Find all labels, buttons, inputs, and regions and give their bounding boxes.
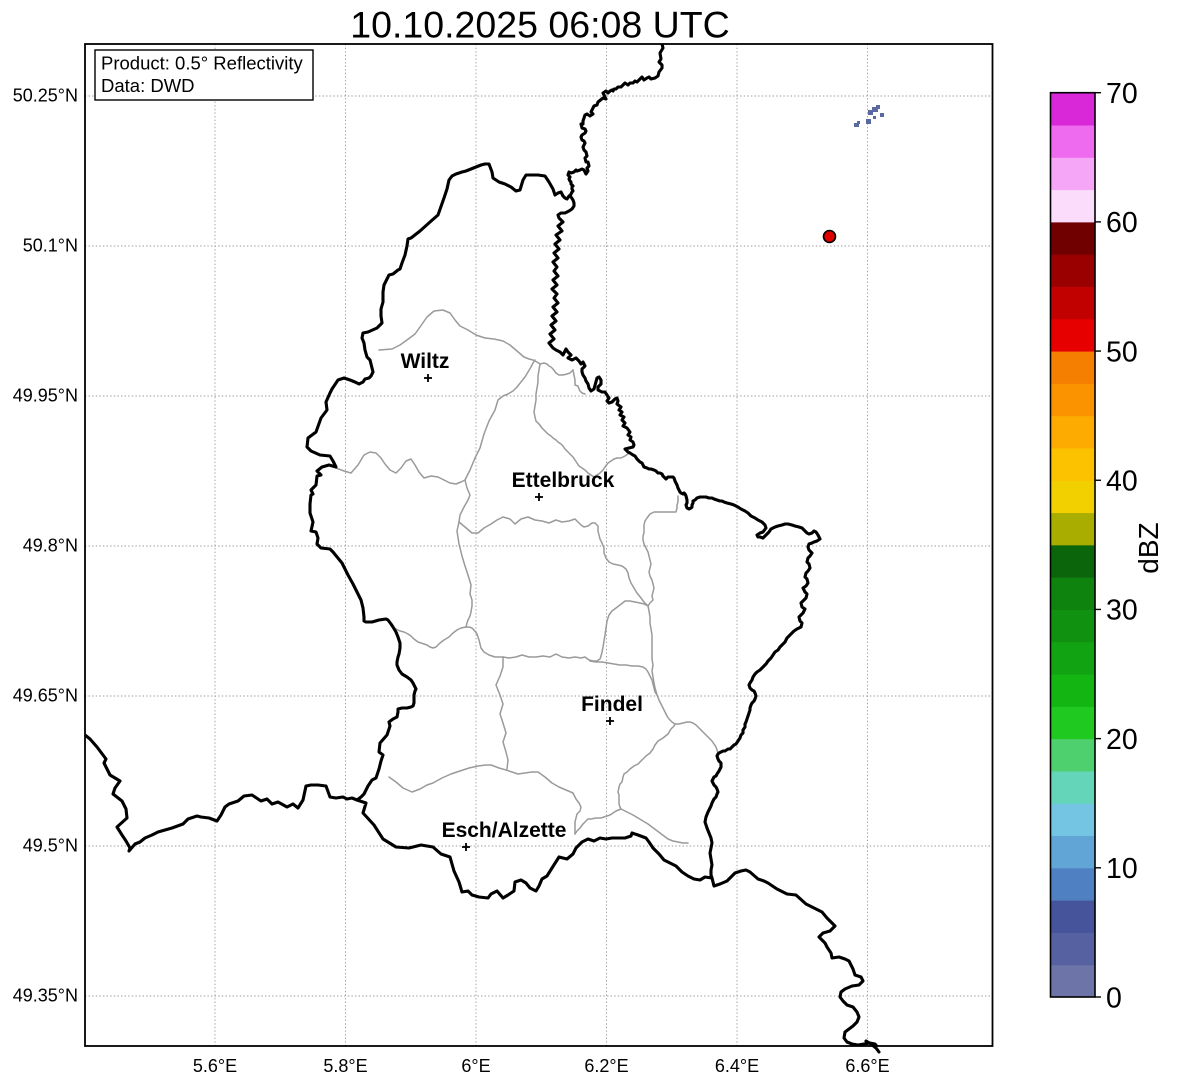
svg-text:5.8°E: 5.8°E bbox=[323, 1056, 367, 1076]
svg-text:6.6°E: 6.6°E bbox=[845, 1056, 889, 1076]
svg-text:Ettelbruck: Ettelbruck bbox=[512, 469, 615, 492]
svg-text:50: 50 bbox=[1106, 336, 1138, 368]
svg-text:40: 40 bbox=[1106, 466, 1138, 498]
svg-text:30: 30 bbox=[1106, 595, 1138, 627]
svg-text:Esch/Alzette: Esch/Alzette bbox=[442, 819, 567, 842]
svg-text:49.5°N: 49.5°N bbox=[23, 836, 78, 856]
svg-text:50.1°N: 50.1°N bbox=[23, 236, 78, 256]
svg-text:0: 0 bbox=[1106, 982, 1122, 1014]
svg-text:5.6°E: 5.6°E bbox=[193, 1056, 237, 1076]
svg-text:Wiltz: Wiltz bbox=[401, 350, 450, 373]
svg-text:49.8°N: 49.8°N bbox=[23, 536, 78, 556]
svg-text:70: 70 bbox=[1106, 78, 1138, 110]
svg-text:6°E: 6°E bbox=[461, 1056, 490, 1076]
svg-text:10: 10 bbox=[1106, 853, 1138, 885]
svg-text:Product: 0.5° Reflectivity: Product: 0.5° Reflectivity bbox=[101, 53, 303, 74]
svg-text:6.4°E: 6.4°E bbox=[715, 1056, 759, 1076]
svg-text:10.10.2025 06:08 UTC: 10.10.2025 06:08 UTC bbox=[350, 4, 729, 46]
svg-text:Findel: Findel bbox=[581, 693, 643, 716]
svg-text:6.2°E: 6.2°E bbox=[584, 1056, 628, 1076]
svg-text:Data: DWD: Data: DWD bbox=[101, 75, 195, 96]
svg-text:49.35°N: 49.35°N bbox=[13, 986, 78, 1006]
svg-text:20: 20 bbox=[1106, 724, 1138, 756]
svg-text:49.65°N: 49.65°N bbox=[13, 686, 78, 706]
svg-text:dBZ: dBZ bbox=[1133, 522, 1164, 573]
svg-text:49.95°N: 49.95°N bbox=[13, 386, 78, 406]
svg-text:50.25°N: 50.25°N bbox=[13, 86, 78, 106]
svg-text:60: 60 bbox=[1106, 207, 1138, 239]
